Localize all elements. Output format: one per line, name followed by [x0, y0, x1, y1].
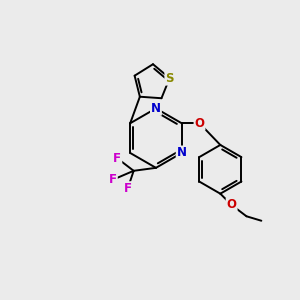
Text: S: S	[165, 72, 174, 85]
Text: N: N	[177, 146, 187, 160]
Text: F: F	[124, 182, 132, 195]
Text: O: O	[226, 199, 237, 212]
Text: F: F	[109, 173, 117, 186]
Text: O: O	[194, 117, 205, 130]
Text: N: N	[151, 102, 161, 115]
Text: F: F	[113, 152, 121, 165]
